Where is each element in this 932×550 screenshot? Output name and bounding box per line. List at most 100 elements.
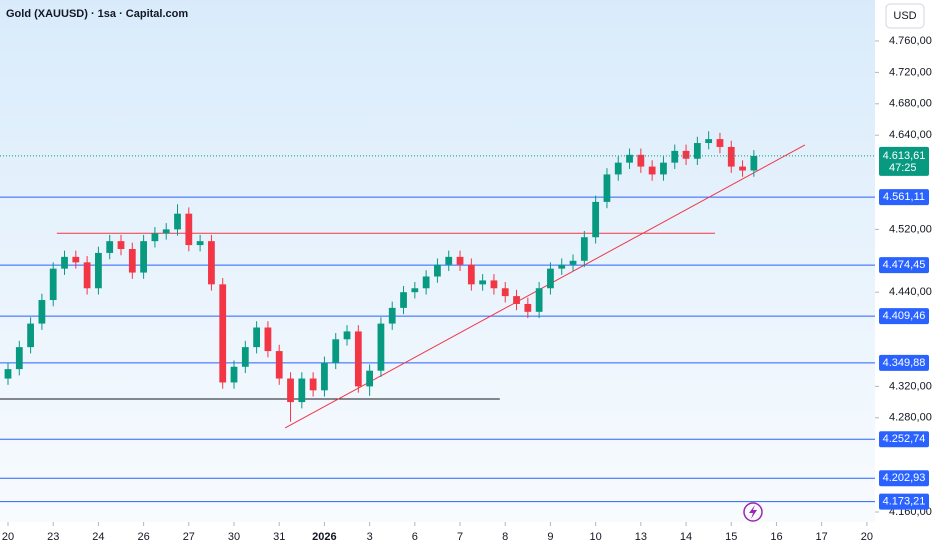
x-tick-label: 20 bbox=[2, 531, 14, 543]
candle-body bbox=[298, 378, 306, 403]
candle-body bbox=[614, 162, 622, 175]
level-badge bbox=[879, 431, 929, 448]
x-tick-label: 23 bbox=[47, 531, 59, 543]
x-tick-label: 14 bbox=[680, 531, 692, 543]
candle-body bbox=[524, 303, 532, 312]
candle-body bbox=[705, 139, 713, 144]
candle-body bbox=[196, 241, 204, 246]
chart-layer: 4.760,00 4.720,00 4.680,00 4.640,00 4.520,00… bbox=[0, 35, 932, 543]
x-tick-label: 26 bbox=[137, 531, 149, 543]
level-badge bbox=[879, 308, 929, 325]
candle-body bbox=[72, 256, 80, 263]
candle-body bbox=[467, 264, 475, 285]
candle-body bbox=[569, 260, 577, 265]
x-tick-label: 7 bbox=[457, 531, 463, 543]
x-tick-label: 2026 bbox=[312, 531, 336, 543]
chart-title: Gold (XAUUSD) · 1sa · Capital.com bbox=[6, 8, 188, 20]
candle-body bbox=[682, 150, 690, 159]
candle-body bbox=[128, 249, 136, 273]
candle-body bbox=[501, 288, 509, 297]
candle-body bbox=[456, 256, 464, 265]
x-tick-label: 16 bbox=[770, 531, 782, 543]
level-label: 4.561,11 bbox=[883, 191, 925, 203]
candle-body bbox=[61, 256, 68, 269]
level-badge bbox=[879, 493, 929, 510]
candle-body bbox=[513, 296, 520, 304]
current-price-badge bbox=[879, 146, 929, 176]
candle-body bbox=[174, 213, 181, 230]
candle-body bbox=[241, 347, 249, 367]
candle-body bbox=[388, 307, 396, 324]
y-tick-label: 4.280,00 bbox=[889, 412, 932, 424]
x-tick-label: 24 bbox=[92, 531, 104, 543]
y-tick-label: 4.320,00 bbox=[889, 380, 932, 392]
x-tick-label: 30 bbox=[228, 531, 240, 543]
x-tick-label: 27 bbox=[183, 531, 195, 543]
candle-body bbox=[354, 331, 362, 387]
level-label: 4.202,93 bbox=[883, 472, 926, 484]
x-tick-label: 8 bbox=[502, 531, 508, 543]
candle-body bbox=[230, 366, 238, 383]
candle-body bbox=[400, 292, 407, 308]
candle-body bbox=[434, 264, 441, 277]
candle-body bbox=[750, 155, 758, 171]
candle-body bbox=[343, 331, 351, 340]
level-label: 4.349,88 bbox=[883, 357, 926, 369]
y-tick-label: 4.640,00 bbox=[889, 129, 932, 141]
candle-body bbox=[693, 143, 701, 159]
candle-body bbox=[208, 241, 215, 285]
x-tick-label: 9 bbox=[547, 531, 553, 543]
replay-icon[interactable] bbox=[743, 502, 763, 522]
x-tick-label: 15 bbox=[725, 531, 737, 543]
y-tick-label: 4.720,00 bbox=[889, 66, 932, 78]
candle-body bbox=[648, 166, 656, 175]
candle-body bbox=[366, 370, 374, 387]
candle-body bbox=[287, 378, 294, 403]
candle-body bbox=[580, 237, 588, 261]
current-price-label: 4.613,61 bbox=[883, 150, 926, 162]
x-tick-label: 17 bbox=[816, 531, 828, 543]
candle-body bbox=[739, 166, 746, 171]
candle-body bbox=[4, 369, 12, 379]
candle-body bbox=[49, 268, 57, 301]
x-tick-label: 3 bbox=[367, 531, 373, 543]
currency-label[interactable]: USD bbox=[893, 10, 916, 22]
candle-body bbox=[332, 339, 340, 363]
level-badge bbox=[879, 189, 929, 206]
candle-body bbox=[15, 347, 23, 370]
candle-body bbox=[637, 154, 645, 167]
x-tick-label: 6 bbox=[412, 531, 418, 543]
level-label: 4.409,46 bbox=[883, 310, 926, 322]
candle-body bbox=[603, 174, 611, 202]
countdown-label: 47:25 bbox=[889, 162, 917, 174]
x-tick-label: 20 bbox=[861, 531, 873, 543]
y-tick-label: 4.760,00 bbox=[889, 35, 932, 47]
candle-body bbox=[716, 139, 724, 147]
candle-body bbox=[219, 284, 227, 383]
candle-body bbox=[38, 300, 46, 324]
candle-body bbox=[479, 280, 487, 285]
currency-button[interactable] bbox=[885, 3, 925, 29]
candle-body bbox=[117, 241, 125, 250]
candle-body bbox=[671, 150, 679, 163]
candle-body bbox=[321, 362, 328, 391]
candle-body bbox=[377, 323, 385, 371]
candle-body bbox=[140, 241, 148, 273]
candle-body bbox=[535, 288, 543, 312]
candle-body bbox=[558, 264, 566, 269]
candle-body bbox=[309, 378, 317, 391]
price-axis-background bbox=[875, 0, 932, 550]
candle-body bbox=[422, 276, 430, 289]
candle-body bbox=[253, 327, 261, 348]
level-badge bbox=[879, 257, 929, 274]
candle-body bbox=[151, 233, 159, 242]
candle-body bbox=[106, 241, 114, 253]
candle-body bbox=[264, 327, 272, 352]
candle-body bbox=[490, 280, 498, 289]
candle-body bbox=[727, 146, 735, 167]
candle-body bbox=[411, 288, 419, 293]
candle-body bbox=[626, 154, 633, 163]
candle-body bbox=[660, 162, 667, 175]
